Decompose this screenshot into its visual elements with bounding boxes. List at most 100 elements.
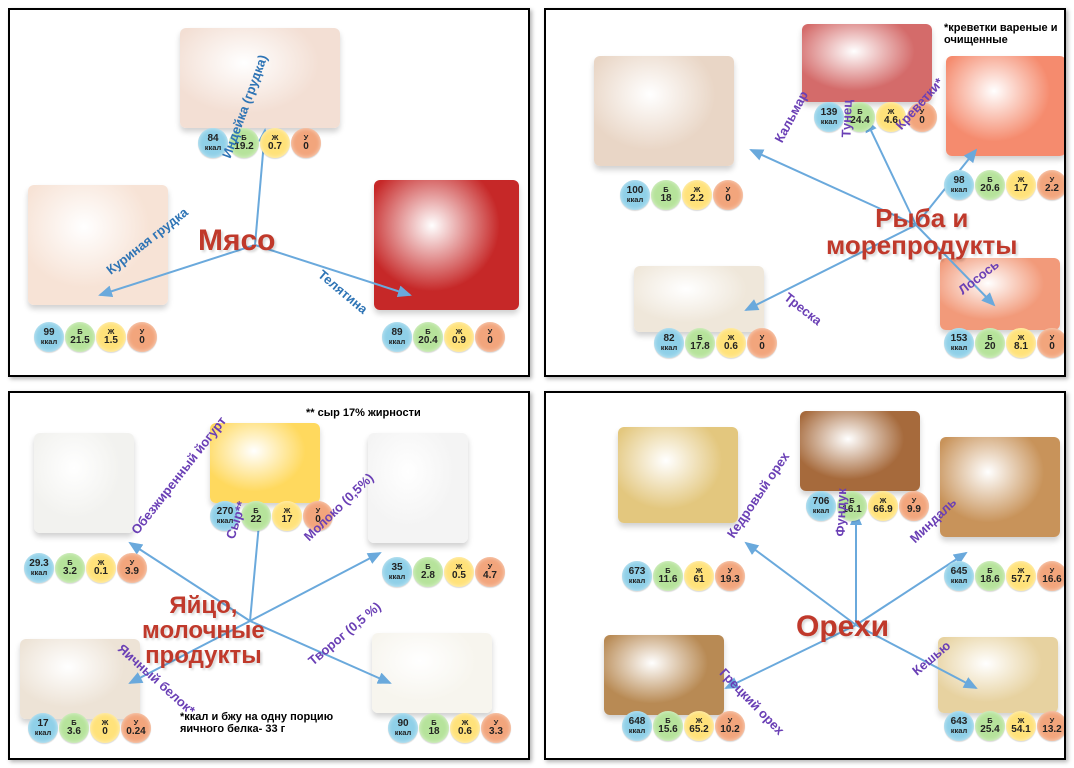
pill-value: 66.9 xyxy=(873,505,892,515)
pill-zh: Ж8.1 xyxy=(1006,328,1036,358)
pill-b: Б18.6 xyxy=(975,561,1005,591)
nutrition-pills: 35ккалБ2.8Ж0.5У4.7 xyxy=(382,557,505,587)
pill-value: 2.8 xyxy=(421,571,435,581)
nutrition-pills: 29.3ккалБ3.2Ж0.1У3.9 xyxy=(24,553,147,583)
pill-zh: Ж0.6 xyxy=(716,328,746,358)
nutrition-pills: 706ккалБ16.1Ж66.9У9.9 xyxy=(806,491,929,521)
pill-zh: Ж2.2 xyxy=(682,180,712,210)
panel-meat: 99ккалБ21.5Ж1.5У0 84ккалБ19.2Ж0.7У0 89ккал… xyxy=(8,8,530,377)
pill-u: У0 xyxy=(713,180,743,210)
pill-b: Б11.6 xyxy=(653,561,683,591)
nutrition-pills: 90ккалБ18Ж0.6У3.3 xyxy=(388,713,511,743)
pill-value: 8.1 xyxy=(1014,342,1028,352)
pill-b: Б2.8 xyxy=(413,557,443,587)
pill-value: 10.2 xyxy=(720,725,739,735)
pill-label: ккал xyxy=(661,344,677,352)
pill-kcal: 648ккал xyxy=(622,711,652,741)
nutrition-pills: 99ккалБ21.5Ж1.5У0 xyxy=(34,322,157,352)
footnote: *ккал и бжу на одну порцию яичного белка… xyxy=(180,711,333,735)
food-image xyxy=(594,56,734,166)
pill-label: ккал xyxy=(951,344,967,352)
pill-u: У3.3 xyxy=(481,713,511,743)
pill-kcal: 89ккал xyxy=(382,322,412,352)
food-image xyxy=(800,411,920,491)
footnote: ** сыр 17% жирности xyxy=(306,407,421,419)
pill-value: 57.7 xyxy=(1011,575,1030,585)
pill-label: ккал xyxy=(951,577,967,585)
item-label: Фундук xyxy=(833,488,850,537)
pill-kcal: 99ккал xyxy=(34,322,64,352)
pill-b: Б18 xyxy=(419,713,449,743)
pill-b: Б20.6 xyxy=(975,170,1005,200)
pill-value: 0 xyxy=(919,116,925,126)
pill-kcal: 673ккал xyxy=(622,561,652,591)
pill-zh: Ж0.7 xyxy=(260,128,290,158)
pill-value: 20.4 xyxy=(418,336,437,346)
pill-value: 3.9 xyxy=(125,567,139,577)
pill-zh: Ж65.2 xyxy=(684,711,714,741)
pill-b: Б21.5 xyxy=(65,322,95,352)
pill-zh: Ж66.9 xyxy=(868,491,898,521)
panel-title: Рыба и морепродукты xyxy=(826,205,1017,260)
footnote: *креветки вареные и очищенные xyxy=(944,22,1057,46)
pill-zh: Ж17 xyxy=(272,501,302,531)
food-image xyxy=(210,423,320,503)
panel-nuts: 673ккалБ11.6Ж61У19.3706ккалБ16.1Ж66.9У9.… xyxy=(544,391,1066,760)
pill-label: ккал xyxy=(627,196,643,204)
pill-zh: Ж0.5 xyxy=(444,557,474,587)
pill-kcal: 29.3ккал xyxy=(24,553,54,583)
nutrition-pills: 643ккалБ25.4Ж54.1У13.2 xyxy=(944,711,1066,741)
panel-title: Орехи xyxy=(796,611,889,643)
pill-value: 25.4 xyxy=(980,725,999,735)
food-image xyxy=(634,266,764,332)
pill-label: ккал xyxy=(41,338,57,346)
nutrition-pills: 645ккалБ18.6Ж57.7У16.6 xyxy=(944,561,1066,591)
pill-value: 4.7 xyxy=(483,571,497,581)
pill-zh: Ж1.5 xyxy=(96,322,126,352)
pill-u: У4.7 xyxy=(475,557,505,587)
pill-label: ккал xyxy=(35,729,51,737)
pill-kcal: 90ккал xyxy=(388,713,418,743)
pill-zh: Ж0 xyxy=(90,713,120,743)
pill-kcal: 643ккал xyxy=(944,711,974,741)
pill-label: ккал xyxy=(389,338,405,346)
nutrition-pills: 84ккалБ19.2Ж0.7У0 xyxy=(198,128,321,158)
pill-zh: Ж54.1 xyxy=(1006,711,1036,741)
pill-value: 3.3 xyxy=(489,727,503,737)
pill-value: 18.6 xyxy=(980,575,999,585)
pill-label: ккал xyxy=(395,729,411,737)
pill-value: 0 xyxy=(303,142,309,152)
pill-value: 0 xyxy=(759,342,765,352)
nutrition-pills: 100ккалБ18Ж2.2У0 xyxy=(620,180,743,210)
item-label: Телятина xyxy=(315,267,370,317)
pill-kcal: 100ккал xyxy=(620,180,650,210)
pill-label: ккал xyxy=(813,507,829,515)
food-image xyxy=(368,433,468,543)
pill-zh: Ж1.7 xyxy=(1006,170,1036,200)
pill-b: Б3.6 xyxy=(59,713,89,743)
pill-value: 0.7 xyxy=(268,142,282,152)
pill-value: 19.3 xyxy=(720,575,739,585)
infographic-grid: 99ккалБ21.5Ж1.5У084ккалБ19.2Ж0.7У089ккал… xyxy=(0,0,1074,768)
pill-value: 54.1 xyxy=(1011,725,1030,735)
pill-label: ккал xyxy=(205,144,221,152)
pill-b: Б20 xyxy=(975,328,1005,358)
pill-value: 15.6 xyxy=(658,725,677,735)
pill-value: 3.2 xyxy=(63,567,77,577)
pill-u: У16.6 xyxy=(1037,561,1066,591)
pill-value: 0.9 xyxy=(452,336,466,346)
pill-label: ккал xyxy=(951,186,967,194)
pill-label: ккал xyxy=(821,118,837,126)
food-image xyxy=(604,635,724,715)
pill-u: У19.3 xyxy=(715,561,745,591)
pill-value: 17.8 xyxy=(690,342,709,352)
pill-value: 22 xyxy=(250,515,261,525)
pill-value: 0 xyxy=(102,727,108,737)
pill-u: У0.24 xyxy=(121,713,151,743)
pill-label: ккал xyxy=(629,577,645,585)
pill-value: 1.7 xyxy=(1014,184,1028,194)
pill-label: ккал xyxy=(389,573,405,581)
pill-u: У0 xyxy=(127,322,157,352)
pill-zh: Ж0.1 xyxy=(86,553,116,583)
item-label: Треска xyxy=(781,290,824,329)
